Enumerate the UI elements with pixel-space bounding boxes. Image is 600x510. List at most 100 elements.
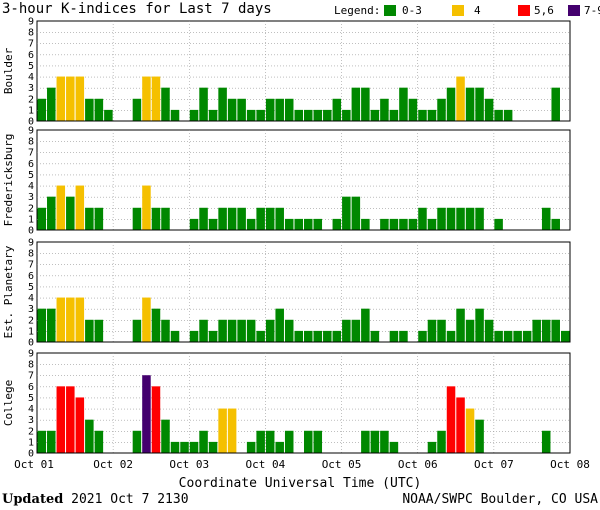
k-index-bar: [389, 441, 399, 453]
k-index-bar: [351, 196, 361, 230]
k-index-bar: [170, 330, 180, 342]
k-index-bar: [85, 319, 94, 342]
legend-label: Legend:: [334, 4, 381, 17]
k-index-bar: [275, 308, 284, 342]
k-index-bar: [551, 218, 560, 230]
legend-text-0: 0-3: [402, 4, 422, 17]
y-tick-label: 4: [28, 293, 34, 304]
y-tick-label: 9: [28, 238, 34, 249]
k-index-bar: [446, 87, 456, 121]
y-tick-label: 0: [28, 117, 34, 128]
k-index-bar: [56, 76, 66, 121]
source-credit: NOAA/SWPC Boulder, CO USA: [402, 492, 598, 507]
k-index-bar: [332, 98, 342, 121]
k-index-bar: [380, 430, 389, 453]
k-index-bar: [132, 207, 142, 230]
panel-frame: [36, 352, 571, 454]
k-index-bar: [189, 330, 199, 342]
y-tick-label: 7: [28, 39, 34, 50]
legend-swatch-3: [568, 5, 580, 16]
k-index-bar: [551, 319, 560, 342]
k-index-bar: [399, 330, 408, 342]
y-tick-label: 8: [28, 137, 34, 148]
k-index-bar: [94, 98, 104, 121]
k-index-bar: [199, 87, 208, 121]
k-index-bar: [170, 441, 180, 453]
k-index-bar: [294, 109, 303, 121]
k-index-bar: [399, 218, 408, 230]
y-tick-label: 8: [28, 249, 34, 260]
x-tick-label: Oct 01: [14, 458, 54, 471]
k-index-bar: [208, 218, 218, 230]
k-index-bar: [284, 218, 294, 230]
k-index-bar: [75, 185, 85, 230]
k-index-bar: [304, 218, 313, 230]
k-index-bar: [342, 319, 351, 342]
k-index-bar: [189, 218, 199, 230]
k-index-bar: [85, 98, 94, 121]
k-index-bar: [418, 207, 427, 230]
y-tick-label: 4: [28, 181, 34, 192]
y-tick-label: 2: [28, 94, 34, 105]
k-index-bar: [218, 87, 227, 121]
chart-title: 3-hour K-indices for Last 7 days: [2, 1, 272, 17]
k-index-bar: [389, 330, 399, 342]
k-index-bar: [142, 185, 151, 230]
k-index-bar: [427, 109, 437, 121]
k-index-bar: [94, 207, 104, 230]
y-tick-label: 1: [28, 326, 34, 337]
k-index-bar: [37, 98, 47, 121]
k-index-bar: [332, 218, 342, 230]
x-tick-label: Oct 02: [93, 458, 133, 471]
k-index-bar: [37, 308, 47, 342]
k-index-bar: [370, 430, 380, 453]
k-index-bar: [465, 87, 475, 121]
k-index-bar: [304, 330, 313, 342]
updated-label: Updated: [2, 492, 64, 507]
k-index-bar: [304, 109, 313, 121]
k-index-bar: [66, 297, 75, 342]
k-index-bar: [180, 441, 189, 453]
k-index-bar: [142, 297, 151, 342]
k-index-bar: [47, 87, 56, 121]
k-index-bar: [275, 207, 284, 230]
k-index-bar: [541, 430, 551, 453]
k-index-bar: [237, 98, 246, 121]
k-index-bar: [418, 330, 427, 342]
k-index-bar: [408, 218, 418, 230]
k-index-bar: [132, 98, 142, 121]
k-index-bar: [332, 330, 342, 342]
y-tick-label: 6: [28, 271, 34, 282]
k-index-bar: [246, 109, 256, 121]
station-label: Est. Planetary: [2, 245, 15, 338]
y-tick-label: 6: [28, 159, 34, 170]
k-index-bar: [446, 386, 456, 453]
k-index-bar: [161, 87, 170, 121]
x-tick-label: Oct 05: [322, 458, 362, 471]
y-tick-label: 3: [28, 415, 34, 426]
k-index-bar: [56, 386, 66, 453]
k-index-bar: [218, 207, 227, 230]
k-index-bar: [75, 76, 85, 121]
k-index-bar: [475, 308, 484, 342]
k-index-bar: [47, 308, 56, 342]
k-index-bar: [389, 109, 399, 121]
k-index-bar: [351, 87, 361, 121]
k-index-bar: [503, 330, 513, 342]
k-index-bar: [370, 330, 380, 342]
k-index-bar: [208, 109, 218, 121]
k-index-bar: [551, 87, 560, 121]
k-index-bar: [75, 297, 85, 342]
k-index-bar: [351, 319, 361, 342]
k-index-bar: [275, 441, 284, 453]
y-tick-label: 7: [28, 260, 34, 271]
k-index-bar: [265, 98, 275, 121]
k-index-bar: [284, 98, 294, 121]
k-index-bar: [399, 87, 408, 121]
k-index-bar: [142, 375, 151, 453]
updated-value: 2021 Oct 7 2130: [71, 492, 189, 507]
k-index-bar: [437, 319, 446, 342]
y-tick-label: 5: [28, 282, 34, 293]
k-index-bar: [475, 87, 484, 121]
k-index-bar: [475, 207, 484, 230]
